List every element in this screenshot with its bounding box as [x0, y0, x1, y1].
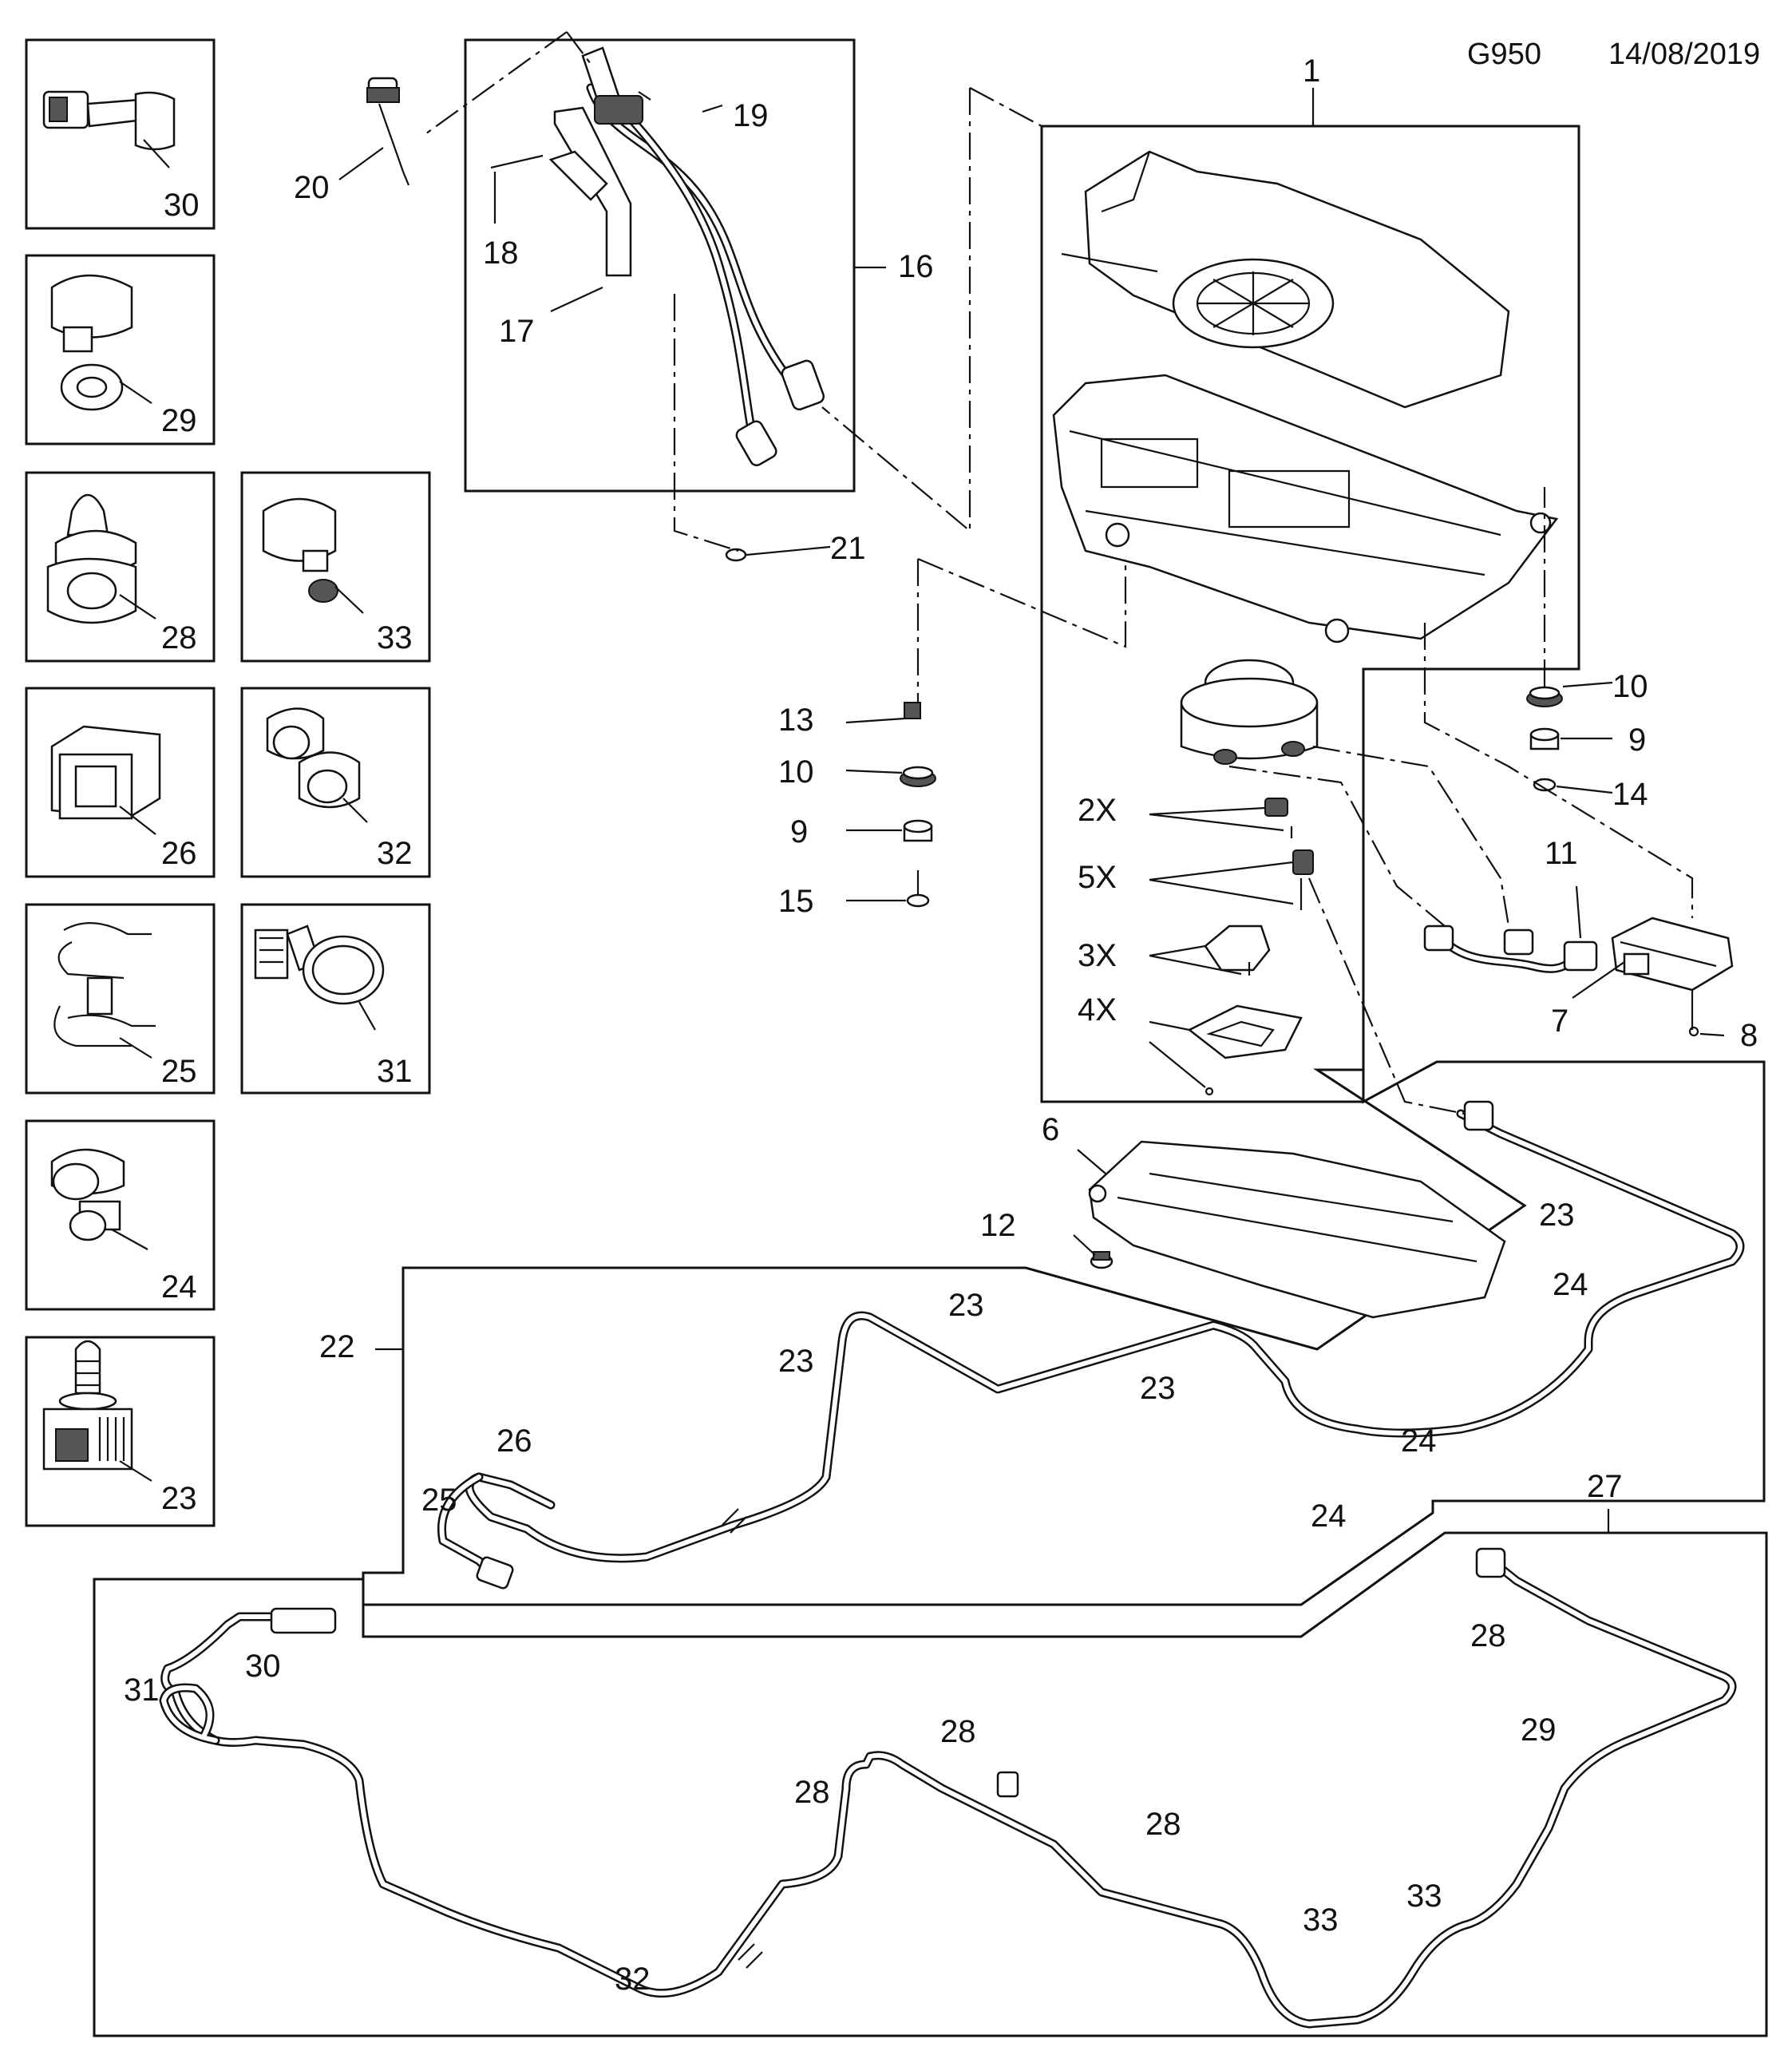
inset-29-label: 29: [161, 403, 197, 438]
left-fasteners: [702, 104, 936, 908]
inset-31-label: 31: [377, 1054, 413, 1089]
inset-25-label: 25: [161, 1054, 197, 1089]
inset-32-label: 32: [377, 836, 413, 871]
filler-pipe-assembly: [464, 38, 856, 493]
label-12: 12: [980, 1208, 1016, 1243]
cover-plate-6: [362, 1060, 1766, 1606]
label-23-a: 23: [1539, 1198, 1575, 1233]
label-29: 29: [1521, 1712, 1557, 1748]
canister-assembly: [1040, 121, 1580, 1103]
label-28-b: 28: [940, 1714, 976, 1749]
label-32: 32: [615, 1962, 651, 1997]
diagram-code: G950: [1467, 38, 1541, 71]
label-23-b: 23: [948, 1288, 984, 1323]
inset-clip-23: 23: [25, 1336, 216, 1527]
label-24-b: 24: [1401, 1423, 1437, 1459]
inset-clip-25: 25: [25, 903, 216, 1095]
label-10-right: 10: [1612, 669, 1648, 704]
label-27: 27: [1587, 1469, 1623, 1504]
inset-clip-31: 31: [240, 903, 431, 1095]
label-19: 19: [733, 98, 769, 133]
label-28-a: 28: [1470, 1618, 1506, 1653]
label-31: 31: [124, 1673, 160, 1708]
inset-clip-28: 28: [25, 471, 216, 663]
label-2x: 2X: [1078, 793, 1117, 828]
label-33-a: 33: [1303, 1902, 1339, 1938]
label-8: 8: [1740, 1018, 1758, 1053]
label-24-c: 24: [1311, 1499, 1347, 1534]
label-4x: 4X: [1078, 992, 1117, 1027]
label-26: 26: [496, 1423, 532, 1459]
label-33-b: 33: [1406, 1879, 1442, 1914]
label-30: 30: [245, 1649, 281, 1684]
fuel-cap-20: [366, 77, 410, 186]
label-23-d: 23: [1140, 1371, 1176, 1406]
label-14: 14: [1612, 777, 1648, 812]
label-1: 1: [1303, 53, 1320, 89]
label-25: 25: [421, 1483, 457, 1518]
label-9-right: 9: [1628, 723, 1646, 758]
inset-clip-32: 32: [240, 687, 431, 878]
inset-clip-29: 29: [25, 254, 216, 445]
inset-clip-33: 33: [240, 471, 431, 663]
label-23-c: 23: [778, 1344, 814, 1379]
label-21: 21: [830, 531, 866, 566]
alignment-lines: [422, 31, 1694, 1115]
label-18: 18: [483, 236, 519, 271]
label-22: 22: [319, 1329, 355, 1364]
inset-28-label: 28: [161, 620, 197, 655]
inset-33-label: 33: [377, 620, 413, 655]
label-3x: 3X: [1078, 938, 1117, 973]
callout-labels: 1 2X 3X 4X 5X 6 7 8 9 9 10 10 11 12 13 1…: [124, 53, 1758, 1997]
fuel-line-27: [93, 1531, 1768, 2037]
label-10-left: 10: [778, 754, 814, 790]
inset-clip-26: 26: [25, 687, 216, 878]
inset-26-label: 26: [161, 836, 197, 871]
inset-30-label: 30: [164, 188, 200, 223]
label-11: 11: [1545, 836, 1578, 871]
label-28-c: 28: [794, 1775, 830, 1810]
label-16: 16: [898, 249, 934, 284]
right-fasteners: [1423, 681, 1734, 1037]
inset-23-label: 23: [161, 1481, 197, 1516]
fuel-line-22: [437, 1100, 1745, 1590]
label-20: 20: [294, 170, 330, 205]
label-17: 17: [499, 314, 535, 349]
label-15: 15: [778, 884, 814, 919]
label-28-d: 28: [1145, 1807, 1181, 1842]
label-6: 6: [1042, 1112, 1059, 1147]
label-24-a: 24: [1553, 1267, 1588, 1302]
label-7: 7: [1551, 1004, 1568, 1039]
label-13: 13: [778, 703, 814, 738]
inset-24-label: 24: [161, 1269, 197, 1305]
inset-clip-30: 30: [25, 38, 216, 230]
label-5x: 5X: [1078, 860, 1117, 895]
diagram-date: 14/08/2019: [1608, 38, 1760, 71]
label-9-left: 9: [790, 814, 808, 849]
inset-clip-24: 24: [25, 1119, 216, 1311]
